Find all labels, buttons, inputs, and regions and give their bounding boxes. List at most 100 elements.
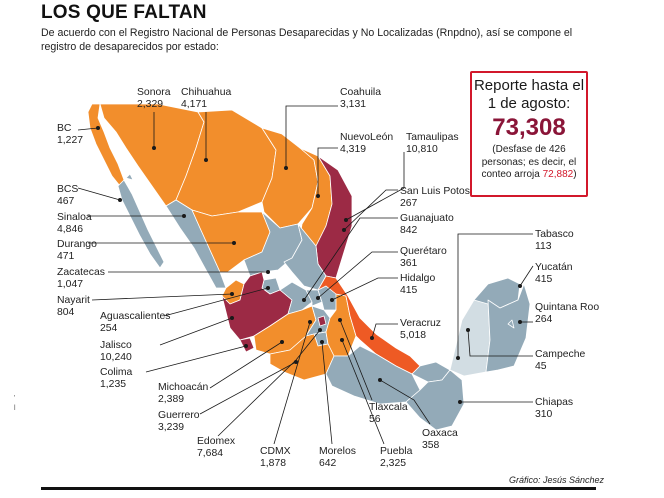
- leader-line-tabasco: [457, 233, 533, 358]
- leader-line-guerrero: [199, 361, 297, 415]
- label-nayarit: Nayarit 804: [57, 295, 90, 318]
- label-sinaloa: Sinaloa 4,846: [57, 212, 92, 235]
- state-chiapas: [405, 369, 465, 431]
- leader-dot-guanajuato: [301, 297, 306, 302]
- label-quintanaroo: Quintana Roo 264: [535, 302, 600, 325]
- leader-dot-jalisco: [229, 315, 234, 320]
- leader-line-coahuila: [285, 105, 338, 168]
- state-queretaro: [305, 289, 323, 307]
- label-durango: Durango 471: [57, 239, 97, 262]
- leader-dot-durango: [231, 240, 236, 245]
- state-sinaloa: [165, 199, 227, 289]
- leader-line-edomex: [217, 329, 321, 437]
- state-bc: [87, 103, 125, 187]
- side-mark: ': [14, 395, 16, 402]
- leader-dot-edomex: [317, 327, 322, 332]
- label-yucatan: Yucatán 415: [535, 262, 573, 285]
- leader-line-oaxaca: [379, 379, 431, 425]
- label-nuevoleon: NuevoLeón 4,319: [340, 132, 394, 155]
- bottom-rule: [41, 487, 596, 490]
- label-cdmx: CDMX 1,878: [260, 446, 291, 469]
- leader-dot-tamaulipas: [343, 217, 348, 222]
- label-chihuahua: Chihuahua 4,171: [181, 87, 232, 110]
- leader-line-bcs: [77, 187, 121, 201]
- leader-line-nuevoleon: [317, 147, 338, 196]
- leader-line-michoacan: [209, 341, 283, 389]
- state-guanajuato: [279, 281, 313, 315]
- leader-dot-campeche: [465, 327, 470, 332]
- leader-dot-tlaxcala: [337, 317, 342, 322]
- leader-dot-zacatecas: [265, 269, 270, 274]
- leader-dot-chiapas: [457, 399, 462, 404]
- report-total: 73,308: [492, 114, 566, 141]
- leader-dot-sinaloa: [181, 213, 186, 218]
- leader-dot-cdmx: [307, 319, 312, 324]
- leader-dot-slp: [341, 227, 346, 232]
- leader-dot-veracruz: [369, 335, 374, 340]
- leader-line-nayarit: [91, 293, 233, 301]
- island-isla-2: [507, 319, 515, 329]
- side-mark: l: [14, 405, 16, 412]
- label-bcs: BCS 467: [57, 184, 79, 207]
- leader-dot-coahuila: [283, 165, 288, 170]
- leader-line-hidalgo: [331, 277, 398, 301]
- leader-dot-hidalgo: [329, 297, 334, 302]
- label-michoacan: Michoacán 2,389: [158, 382, 209, 405]
- state-slp: [283, 223, 327, 291]
- leader-line-slp: [343, 189, 398, 231]
- label-zacatecas: Zacatecas 1,047: [57, 267, 105, 290]
- label-chiapas: Chiapas 310: [535, 397, 574, 420]
- graphic-credit: Gráfico: Jesús Sánchez: [508, 475, 604, 485]
- report-alt-total: 72,882: [542, 169, 574, 180]
- leader-line-morelos: [321, 341, 333, 445]
- label-puebla: Puebla 2,325: [380, 446, 413, 469]
- label-queretaro: Querétaro 361: [400, 246, 447, 269]
- leader-line-cdmx: [273, 321, 311, 445]
- leader-line-colima: [145, 345, 247, 373]
- leader-dot-nuevoleon: [315, 193, 320, 198]
- report-heading: Reporte hasta el 1 de agosto:: [473, 77, 585, 112]
- state-campeche: [449, 299, 491, 377]
- leader-dot-chihuahua: [203, 157, 208, 162]
- leader-dot-nayarit: [229, 291, 234, 296]
- label-guerrero: Guerrero 3,239: [158, 410, 200, 433]
- label-tamaulipas: Tamaulipas 10,810: [406, 132, 459, 155]
- label-oaxaca: Oaxaca 358: [422, 428, 458, 451]
- leader-line-jalisco: [159, 317, 233, 346]
- label-tlaxcala: Tlaxcala 56: [369, 402, 408, 425]
- leader-dot-yucatan: [518, 283, 523, 288]
- label-slp: San Luis Potosí 267: [400, 186, 473, 209]
- leader-dot-morelos: [319, 339, 324, 344]
- leader-line-tlaxcala: [339, 319, 373, 401]
- leader-line-aguascalientes: [163, 287, 269, 317]
- label-coahuila: Coahuila 3,131: [340, 87, 382, 110]
- label-jalisco: Jalisco 10,240: [100, 340, 132, 363]
- label-bc: BC 1,227: [57, 123, 84, 146]
- leader-dot-queretaro: [315, 295, 320, 300]
- label-edomex: Edomex 7,684: [197, 436, 236, 459]
- state-guerrero: [269, 333, 335, 381]
- leader-dot-quintanaroo: [518, 319, 523, 324]
- leader-dot-bc: [96, 126, 101, 131]
- label-guanajuato: Guanajuato 842: [400, 213, 454, 236]
- label-sonora: Sonora 2,329: [137, 87, 171, 110]
- leader-dot-aguascalientes: [265, 285, 270, 290]
- leader-dot-bcs: [118, 197, 123, 202]
- leader-line-guanajuato: [303, 217, 398, 301]
- leader-line-tamaulipas: [345, 152, 405, 221]
- leader-line-queretaro: [317, 251, 398, 299]
- label-veracruz: Veracruz 5,018: [400, 318, 442, 341]
- leader-line-yucatan: [519, 265, 534, 287]
- intro-text: De acuerdo con el Registro Nacional de P…: [41, 27, 573, 53]
- leader-dot-tabasco: [455, 355, 460, 360]
- leader-dot-puebla: [339, 337, 344, 342]
- leader-dot-michoacan: [279, 339, 284, 344]
- island-isla-1: [125, 173, 134, 181]
- label-hidalgo: Hidalgo 415: [400, 273, 436, 296]
- report-note: (Desfase de 426 personas; es decir, el c…: [481, 144, 577, 180]
- label-morelos: Morelos 642: [319, 446, 356, 469]
- leader-dot-oaxaca: [377, 377, 382, 382]
- report-box: Reporte hasta el 1 de agosto: 73,308 (De…: [470, 71, 588, 197]
- leader-dot-colima: [243, 343, 248, 348]
